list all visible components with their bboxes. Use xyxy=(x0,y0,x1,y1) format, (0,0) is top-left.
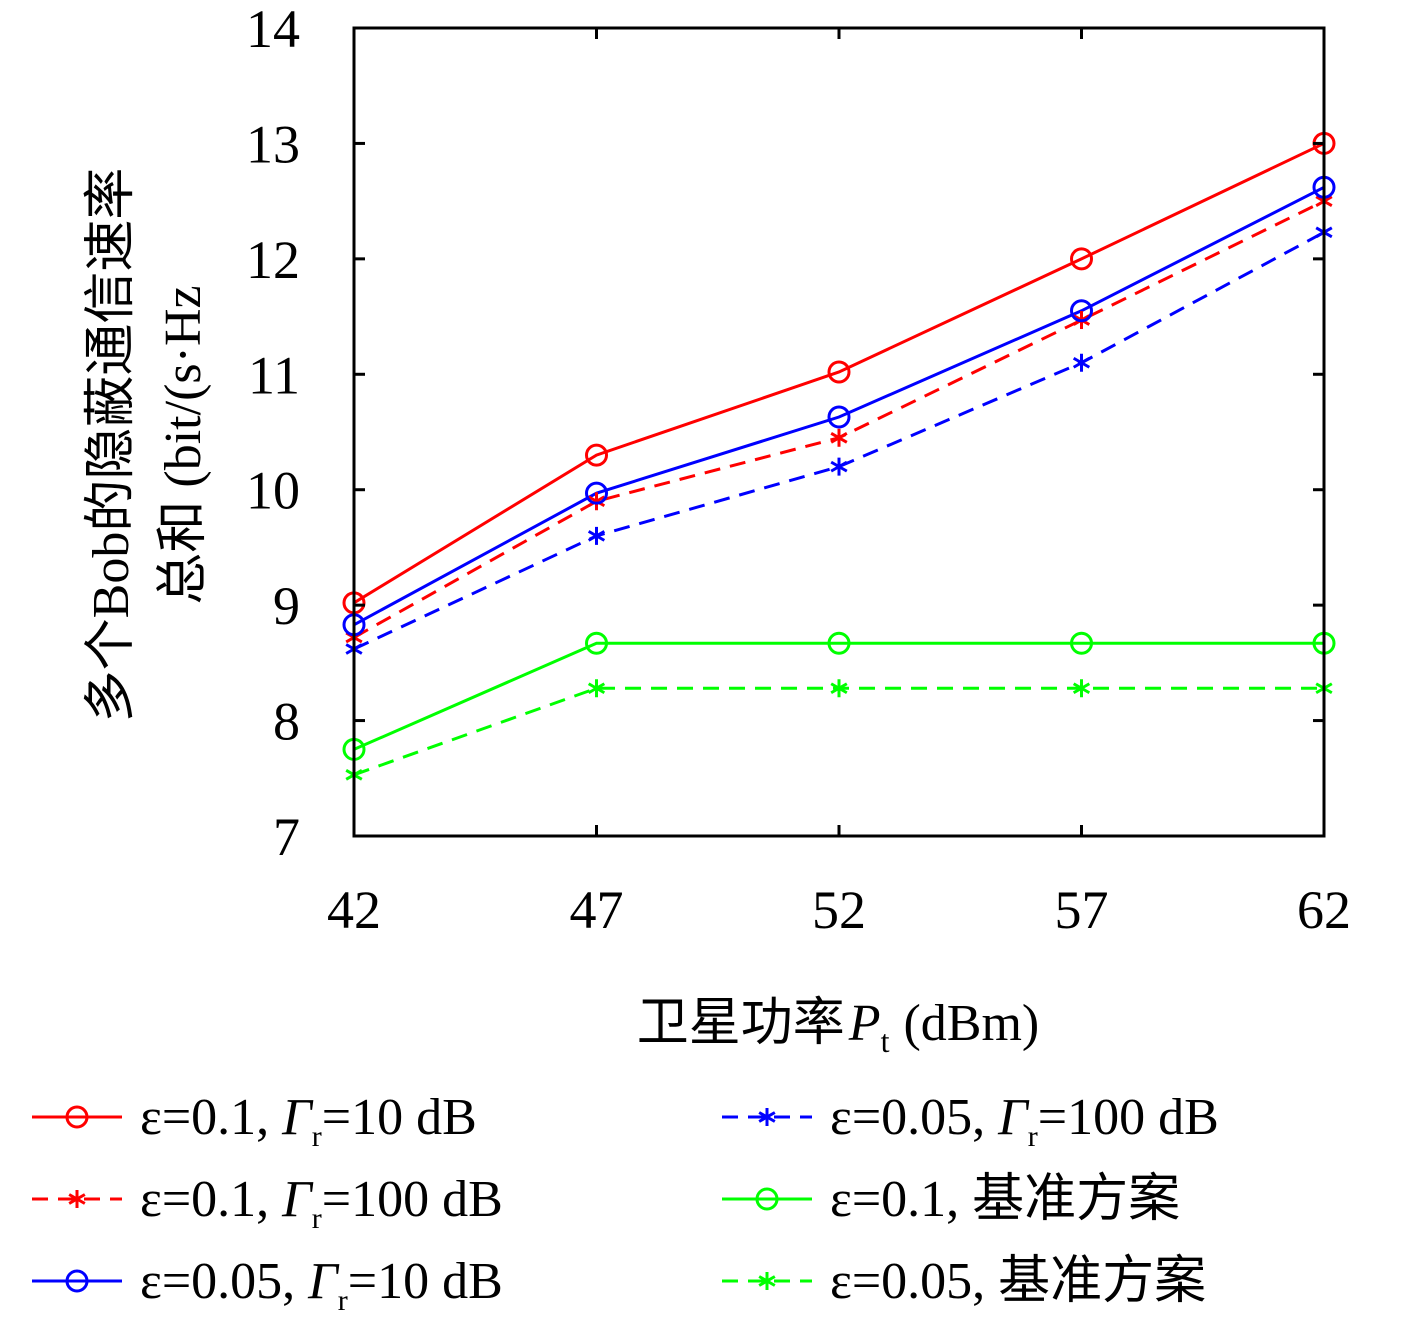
legend-label-2: ε=0.05, Γr=10 dB xyxy=(140,1253,503,1317)
y-tick-label-0: 7 xyxy=(273,807,300,867)
series-4-point-3 xyxy=(1070,631,1093,655)
series-3-point-2 xyxy=(830,457,848,476)
legend-marker-3 xyxy=(758,1108,776,1126)
series-line-1 xyxy=(353,199,1325,639)
legend-label-3: ε=0.05, Γr=100 dB xyxy=(830,1089,1219,1153)
legend-label-1: ε=0.1, Γr=100 dB xyxy=(140,1171,503,1235)
y-tick-label-1: 8 xyxy=(273,692,300,752)
legend-marker-0 xyxy=(65,1105,89,1129)
y-axis-label: 多个Bob的隐蔽通信速率 总和 (bit/(s·Hz xyxy=(83,168,212,723)
plot-markers xyxy=(342,131,1336,784)
series-0-point-2 xyxy=(827,360,851,384)
x-tick-label-3: 57 xyxy=(1055,880,1109,940)
y-tick-label-7: 14 xyxy=(246,0,300,59)
tick-labels: 42 47 52 57 62 7 8 9 10 11 12 13 14 xyxy=(246,0,1351,940)
legend-marker-2 xyxy=(65,1269,89,1293)
series-line-5 xyxy=(353,686,1324,777)
x-axis-label-subscript: t xyxy=(881,1023,890,1059)
legend-item-3: ε=0.05, Γr=100 dB xyxy=(722,1089,1219,1153)
legend-label-4: ε=0.1, 基准方案 xyxy=(830,1171,1180,1228)
legend-item-4: ε=0.1, 基准方案 xyxy=(722,1171,1180,1228)
y-tick-label-3: 10 xyxy=(246,461,300,521)
x-tick-label-1: 47 xyxy=(570,880,624,940)
series-4-point-2 xyxy=(827,631,851,655)
legend-item-0: ε=0.1, Γr=10 dB xyxy=(32,1089,477,1153)
legend-marker-4 xyxy=(755,1187,779,1211)
legend-item-1: ε=0.1, Γr=100 dB xyxy=(32,1171,503,1235)
series-line-2 xyxy=(353,185,1325,627)
series-5-point-2 xyxy=(830,679,848,698)
legend-label-0: ε=0.1, Γr=10 dB xyxy=(140,1089,477,1153)
legend: ε=0.1, Γr=10 dB ε=0.1, Γr=100 dB ε=0.05, Γ… xyxy=(32,1089,1219,1317)
legend-item-5: ε=0.05, 基准方案 xyxy=(722,1253,1206,1310)
y-tick-label-2: 9 xyxy=(273,576,300,636)
x-axis-label: 卫星功率Pt (dBm) xyxy=(637,995,1039,1059)
y-axis-label-line-1: 多个Bob的隐蔽通信速率 xyxy=(83,168,140,723)
axis-ticks xyxy=(352,26,1326,838)
series-0-point-1 xyxy=(585,443,608,467)
y-tick-label-4: 11 xyxy=(248,345,300,405)
x-tick-label-2: 52 xyxy=(812,880,866,940)
y-tick-label-5: 12 xyxy=(246,230,300,290)
series-line-4 xyxy=(353,641,1324,751)
x-axis-label-text: 卫星功率 xyxy=(637,995,845,1052)
legend-marker-1 xyxy=(68,1190,86,1208)
series-3-point-3 xyxy=(1072,353,1091,372)
series-3-point-1 xyxy=(587,526,606,545)
x-axis-label-unit: (dBm) xyxy=(903,995,1039,1052)
y-tick-label-6: 13 xyxy=(246,114,300,174)
series-2-point-2 xyxy=(827,405,851,429)
series-line-0 xyxy=(353,142,1325,605)
legend-label-5: ε=0.05, 基准方案 xyxy=(830,1253,1206,1310)
series-2-point-1 xyxy=(585,481,608,505)
series-1-point-2 xyxy=(830,428,848,447)
legend-item-2: ε=0.05, Γr=10 dB xyxy=(32,1253,503,1317)
series-2-point-3 xyxy=(1070,299,1093,323)
series-5-point-1 xyxy=(587,679,606,698)
legend-marker-5 xyxy=(758,1272,776,1290)
series-0-point-3 xyxy=(1070,247,1093,271)
x-axis-label-symbol: P xyxy=(848,995,881,1052)
x-tick-label-4: 62 xyxy=(1297,880,1351,940)
series-5-point-3 xyxy=(1072,679,1091,698)
series-1-point-1 xyxy=(587,492,606,511)
series-4-point-1 xyxy=(585,631,608,655)
x-tick-label-0: 42 xyxy=(327,880,381,940)
y-axis-label-line-2: 总和 (bit/(s·Hz xyxy=(155,285,212,604)
